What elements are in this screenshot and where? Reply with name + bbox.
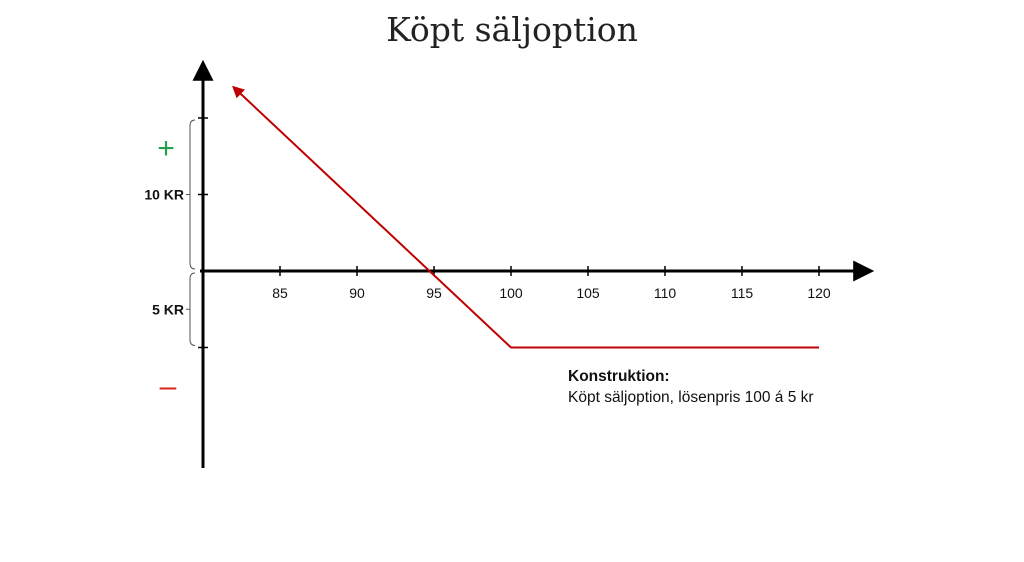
x-tick-label-95: 95 <box>426 285 442 301</box>
x-tick-label-120: 120 <box>807 285 831 301</box>
y-bracket-0 <box>189 119 196 270</box>
y-bracket-label-0: 10 KR <box>144 187 184 203</box>
construction-text: Köpt säljoption, lösenpris 100 á 5 kr <box>568 389 814 406</box>
construction-note: Konstruktion: Köpt säljoption, lösenpris… <box>568 366 814 408</box>
x-tick-label-100: 100 <box>499 285 523 301</box>
x-tick-label-110: 110 <box>654 285 677 301</box>
x-tick-label-85: 85 <box>272 285 288 301</box>
construction-heading: Konstruktion: <box>568 368 670 385</box>
x-tick-label-105: 105 <box>576 285 600 301</box>
plus-sign: + <box>157 132 175 165</box>
x-tick-label-115: 115 <box>731 285 754 301</box>
payoff-line-0 <box>232 85 819 349</box>
minus-sign: – <box>160 370 177 403</box>
y-bracket-1 <box>189 272 196 346</box>
chart-title: Köpt säljoption <box>386 10 638 49</box>
y-bracket-label-1: 5 KR <box>152 301 184 317</box>
x-tick-label-90: 90 <box>349 285 365 301</box>
